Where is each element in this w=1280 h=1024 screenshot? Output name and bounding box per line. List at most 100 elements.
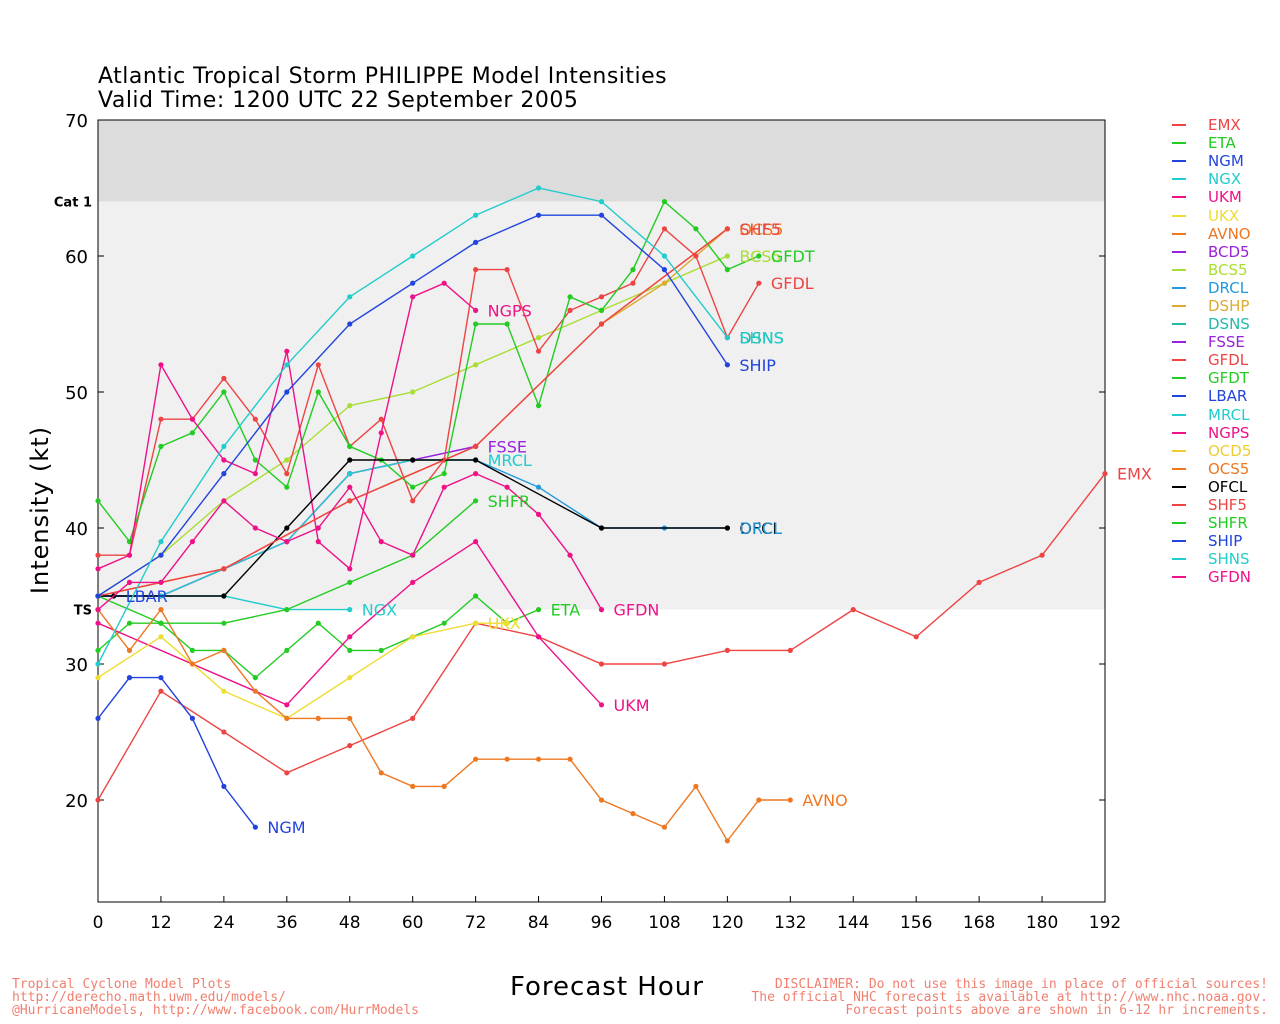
data-point-emx [347, 743, 353, 749]
data-point-avno [410, 783, 416, 790]
legend-label: SHIP [1208, 532, 1243, 551]
x-tick-label: 168 [963, 913, 995, 933]
data-point-mrcl [347, 471, 353, 477]
legend-item-gfdn: GFDN [1172, 568, 1251, 586]
y-tick-label: 70 [65, 111, 88, 132]
data-point-ngps [158, 362, 164, 368]
legend-item-bcd5: BCD5 [1172, 243, 1251, 261]
data-point-gfdl [693, 253, 699, 259]
legend-swatch [1172, 160, 1186, 163]
legend-item-dshp: DSHP [1172, 297, 1251, 315]
legend-label: ETA [1208, 134, 1236, 153]
data-point-eta [126, 620, 133, 626]
data-point-ngps [189, 416, 196, 422]
data-point-ship [598, 212, 605, 218]
legend-label: BCD5 [1208, 242, 1250, 261]
footer-disclaimer-increments: Forecast points above are shown in 6-12 … [845, 1003, 1268, 1018]
legend-label: DSHP [1208, 296, 1250, 315]
band-label-cat-1: Cat 1 [54, 196, 92, 211]
data-point-gfdl [315, 362, 321, 368]
data-point-gfdn [284, 539, 290, 545]
x-tick-label: 96 [591, 913, 613, 933]
data-point-gfdt [441, 471, 447, 477]
data-point-avno [347, 715, 353, 722]
legend-label: DSNS [1208, 315, 1250, 334]
data-point-ship [347, 321, 353, 327]
legend-item-ocs5: OCS5 [1172, 460, 1251, 478]
data-point-gfdt [284, 484, 290, 490]
data-point-avno [661, 824, 668, 830]
data-point-ukm [598, 702, 605, 708]
data-point-ukm [95, 620, 101, 626]
data-point-ship [535, 212, 542, 218]
legend-swatch [1172, 449, 1186, 452]
data-point-gfdn [410, 552, 416, 558]
footer-credit-social: @HurricaneModels, http://www.facebook.co… [12, 1003, 419, 1018]
data-point-gfdn [95, 607, 101, 613]
legend-item-ocd5: OCD5 [1172, 442, 1251, 460]
end-label-shf5: SHF5 [739, 220, 781, 239]
legend-label: OCD5 [1208, 441, 1252, 460]
legend-label: UKX [1208, 206, 1240, 225]
data-point-shfr [221, 620, 227, 626]
data-point-avno [567, 756, 573, 762]
data-point-ukx [158, 634, 164, 640]
data-point-avno [535, 756, 542, 762]
data-point-gfdt [756, 253, 762, 259]
end-label-ngx: NGX [362, 601, 397, 620]
data-point-ukx [95, 675, 101, 681]
data-point-ofcl [473, 457, 479, 463]
legend-swatch [1172, 431, 1186, 434]
data-point-emx [1102, 471, 1108, 477]
data-point-avno [724, 838, 730, 844]
end-label-ngps: NGPS [488, 301, 532, 320]
series-ukx [95, 620, 510, 722]
legend-swatch [1172, 395, 1186, 398]
end-label-dsns: DSNS [739, 329, 784, 348]
x-tick-label: 84 [528, 913, 550, 933]
data-point-shfr [473, 498, 479, 504]
x-tick-label: 108 [648, 913, 680, 933]
data-point-emx [158, 688, 164, 694]
legend-label: FSSE [1208, 333, 1245, 352]
y-tick-label: 50 [65, 383, 88, 404]
data-point-ukx [473, 620, 479, 626]
series-ngm [95, 675, 258, 830]
data-point-ngm [126, 675, 133, 681]
data-point-ukm [410, 579, 416, 586]
band-ts [98, 201, 1105, 610]
legend-item-ngx: NGX [1172, 170, 1251, 188]
end-label-ocs5: OCS5 [739, 220, 783, 239]
data-point-ship [284, 389, 290, 395]
x-tick-label: 144 [837, 913, 869, 933]
data-point-gfdn [221, 498, 227, 504]
data-point-gfdl [252, 416, 258, 422]
data-point-ofcl [724, 525, 730, 531]
series-ofcl [95, 457, 730, 599]
data-point-avno [787, 797, 793, 803]
data-point-gfdt [95, 498, 101, 504]
legend-item-shns: SHNS [1172, 550, 1251, 568]
data-point-ship [221, 471, 227, 477]
data-point-gfdt [661, 199, 668, 205]
y-tick-label: 40 [65, 519, 88, 540]
legend-swatch [1172, 576, 1186, 579]
legend-swatch [1172, 359, 1186, 362]
legend-item-ukm: UKM [1172, 188, 1251, 206]
legend-item-avno: AVNO [1172, 225, 1251, 243]
legend-label: DRCL [1208, 278, 1249, 297]
legend-swatch [1172, 268, 1186, 271]
series-line-shf5 [97, 228, 728, 597]
legend-swatch [1172, 377, 1186, 380]
footer-disclaimer-nhc: The official NHC forecast is available a… [751, 990, 1268, 1005]
end-label-mrcl: MRCL [488, 451, 532, 470]
data-point-gfdt [158, 443, 164, 449]
band-label-ts: TS [74, 604, 92, 619]
data-point-shns [661, 253, 668, 259]
data-point-ngps [315, 539, 321, 545]
legend-item-bcs5: BCS5 [1172, 261, 1251, 279]
data-point-shf5 [221, 566, 227, 572]
legend: EMX ETA NGM NGX UKM UKX AVNO BCD5 BCS5 DRCL DSHP DS… [1172, 116, 1251, 586]
y-tick-label: 20 [65, 791, 88, 812]
data-point-ofcl [347, 457, 353, 463]
